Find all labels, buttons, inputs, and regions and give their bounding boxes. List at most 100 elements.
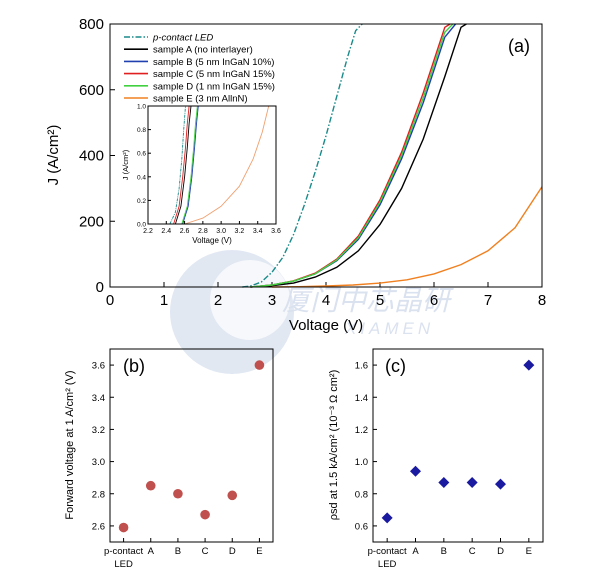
- inset-ticks: 2.2 2.4 2.6 2.8 3.0 3.2 3.4 3.6 0.0 0.2 0.4 0.6 0.8 1…: [137, 104, 281, 236]
- point-e: [254, 360, 265, 370]
- legend-label-sample-b-5-nm-ingan-10: sample B (5 nm InGaN 10%): [153, 57, 274, 68]
- panel-c-x-tick-label: p-contact LED: [368, 546, 407, 570]
- panel-c-y-tick-label: 1.4: [355, 393, 368, 404]
- panel-c-x-tick-label: A: [412, 546, 419, 557]
- panel-c-frame: [372, 348, 544, 543]
- inset-frame: [147, 105, 277, 225]
- panel-a-x-axis-label: Voltage (V): [289, 317, 363, 334]
- panel-a-label: (a): [508, 36, 530, 56]
- inset-series-line: [174, 105, 192, 225]
- series-line-sample-e-3-nm-allnn: [271, 186, 543, 288]
- inset-y-tick-label: 0.4: [137, 174, 146, 181]
- panel-c-x-tick-label: E: [526, 546, 532, 557]
- panel-c-y-tick-labels: 0.6 0.8 1.0 1.2 1.4 1.6: [355, 361, 368, 533]
- panel-b-y-tick-label: 3.6: [92, 361, 105, 372]
- panel-b-x-tick-label: D: [229, 546, 236, 557]
- inset-x-tick-label: 2.6: [180, 228, 190, 235]
- inset-x-tick-label: 2.4: [161, 228, 171, 235]
- panel-a-x-tick-label: 1: [160, 292, 168, 309]
- panel-c-y-tick-label: 1.2: [355, 425, 368, 436]
- point-p-contact-led: [118, 522, 129, 533]
- inset-y-tick-label: 0.2: [137, 198, 146, 205]
- panel-a-x-tick-label: 5: [376, 292, 384, 309]
- panel-a-x-tick-label: 6: [430, 292, 438, 309]
- panel-b-x-tick-labels: p-contact LED A B C D E: [104, 546, 263, 570]
- panel-a-y-tick-label: 200: [79, 213, 104, 230]
- watermark-logo-inner: [210, 260, 290, 340]
- watermark: 厦门中芯晶研 XIAMEN: [170, 250, 454, 374]
- point-d: [227, 490, 238, 501]
- legend-label-sample-e-3-nm-allnn: sample E (3 nm AllnN): [153, 94, 248, 105]
- panel-a-x-tick-label: 7: [484, 292, 492, 309]
- watermark-text-cn: 厦门中芯晶研: [282, 285, 454, 316]
- panel-c-x-tick-labels: p-contact LED A B C D E: [368, 546, 532, 570]
- inset-x-tick-label: 2.2: [143, 228, 153, 235]
- inset-y-tick-label: 0.0: [137, 222, 146, 229]
- panel-a-y-tick-label: 600: [79, 82, 104, 99]
- panel-b: 2.6 2.8 3.0 3.2 3.4 3.6 p-contact LED A B C D E For…: [64, 348, 274, 570]
- point-a: [145, 480, 156, 491]
- panel-b-x-tick-label: E: [256, 546, 262, 557]
- panel-b-ticks: [110, 364, 260, 542]
- point-d: [495, 478, 506, 490]
- inset-y-tick-label: 0.8: [137, 127, 146, 134]
- panel-c-label: (c): [385, 356, 406, 376]
- panel-a-y-axis-label: J (A/cm²): [45, 125, 62, 186]
- watermark-text-en: XIAMEN: [344, 319, 434, 338]
- panel-c: 0.6 0.8 1.0 1.2 1.4 1.6 p-contact LED A B C D E ρsd…: [328, 348, 544, 570]
- inset-x-tick-label: 2.8: [198, 228, 208, 235]
- inset-x-axis-label: Voltage (V): [192, 236, 232, 245]
- legend-label-sample-d-1-nm-ingan-15: sample D (1 nm InGaN 15%): [153, 81, 275, 92]
- inset-y-axis-label: J (A/cm²): [121, 149, 130, 180]
- panel-a-x-tick-label: 3: [268, 292, 276, 309]
- panel-c-y-tick-label: 0.8: [355, 489, 368, 500]
- legend-label-sample-a-no-interlayer: sample A (no interlayer): [153, 45, 253, 56]
- panel-b-x-tick-label: B: [175, 546, 181, 557]
- panel-b-y-tick-label: 3.4: [92, 393, 105, 404]
- panel-c-ticks: [373, 364, 530, 542]
- series-line-p-contact-led: [242, 23, 363, 288]
- inset-background: [148, 106, 276, 224]
- panel-a-y-tick-labels: 0 200 400 600 800: [79, 16, 104, 296]
- panel-c-x-tick-label: D: [497, 546, 504, 557]
- panel-c-y-tick-label: 1.6: [355, 361, 368, 372]
- panel-b-points: [118, 360, 265, 533]
- panel-c-y-tick-label: 0.6: [355, 521, 368, 532]
- panel-a-x-tick-label: 0: [106, 292, 114, 309]
- panel-b-y-axis-label: Forward voltage at 1 A/cm² (V): [64, 370, 76, 519]
- inset-x-tick-label: 3.6: [271, 228, 281, 235]
- panel-b-y-tick-label: 3.2: [92, 425, 105, 436]
- point-e: [523, 359, 535, 371]
- inset-series-line: [169, 105, 186, 225]
- panel-b-x-tick-label: p-contact LED: [104, 546, 143, 570]
- inset-series: [169, 105, 270, 225]
- panel-c-points: [381, 359, 535, 524]
- panel-a-y-tick-label: 0: [96, 279, 104, 296]
- panel-b-y-tick-label: 2.6: [92, 521, 105, 532]
- point-c: [200, 509, 210, 520]
- panel-b-label: (b): [123, 356, 145, 376]
- inset-y-tick-label: 0.6: [137, 151, 146, 158]
- panel-a-y-tick-label: 400: [79, 148, 104, 165]
- legend-label-sample-c-5-nm-ingan-15: sample C (5 nm InGaN 15%): [153, 69, 275, 80]
- inset-y-tick-label: 1.0: [137, 104, 146, 111]
- series-line-sample-b-5-nm-ingan-10: [250, 23, 457, 288]
- panel-b-y-tick-label: 2.8: [92, 489, 105, 500]
- panel-c-y-axis-label: ρsd at 1.5 kA/cm² (10⁻³ Ω cm²): [328, 370, 340, 520]
- point-b: [438, 476, 450, 488]
- legend-label-p-contact-led: p-contact LED: [152, 33, 213, 44]
- panel-a-x-tick-label: 2: [214, 292, 222, 309]
- watermark-logo: [170, 250, 294, 374]
- inset-x-tick-label: 3.0: [216, 228, 226, 235]
- panel-a-x-tick-label: 8: [538, 292, 546, 309]
- series-line-sample-d-1-nm-ingan-15: [250, 23, 454, 288]
- inset-series-line: [182, 105, 199, 225]
- point-a: [410, 465, 421, 477]
- point-b: [173, 488, 183, 499]
- panel-b-y-tick-label: 3.0: [92, 457, 105, 468]
- inset-x-tick-label: 3.4: [253, 228, 263, 235]
- panel-a-x-tick-labels: 0 1 2 3 4 5 6 7 8: [106, 292, 546, 309]
- inset-series-line: [173, 105, 190, 225]
